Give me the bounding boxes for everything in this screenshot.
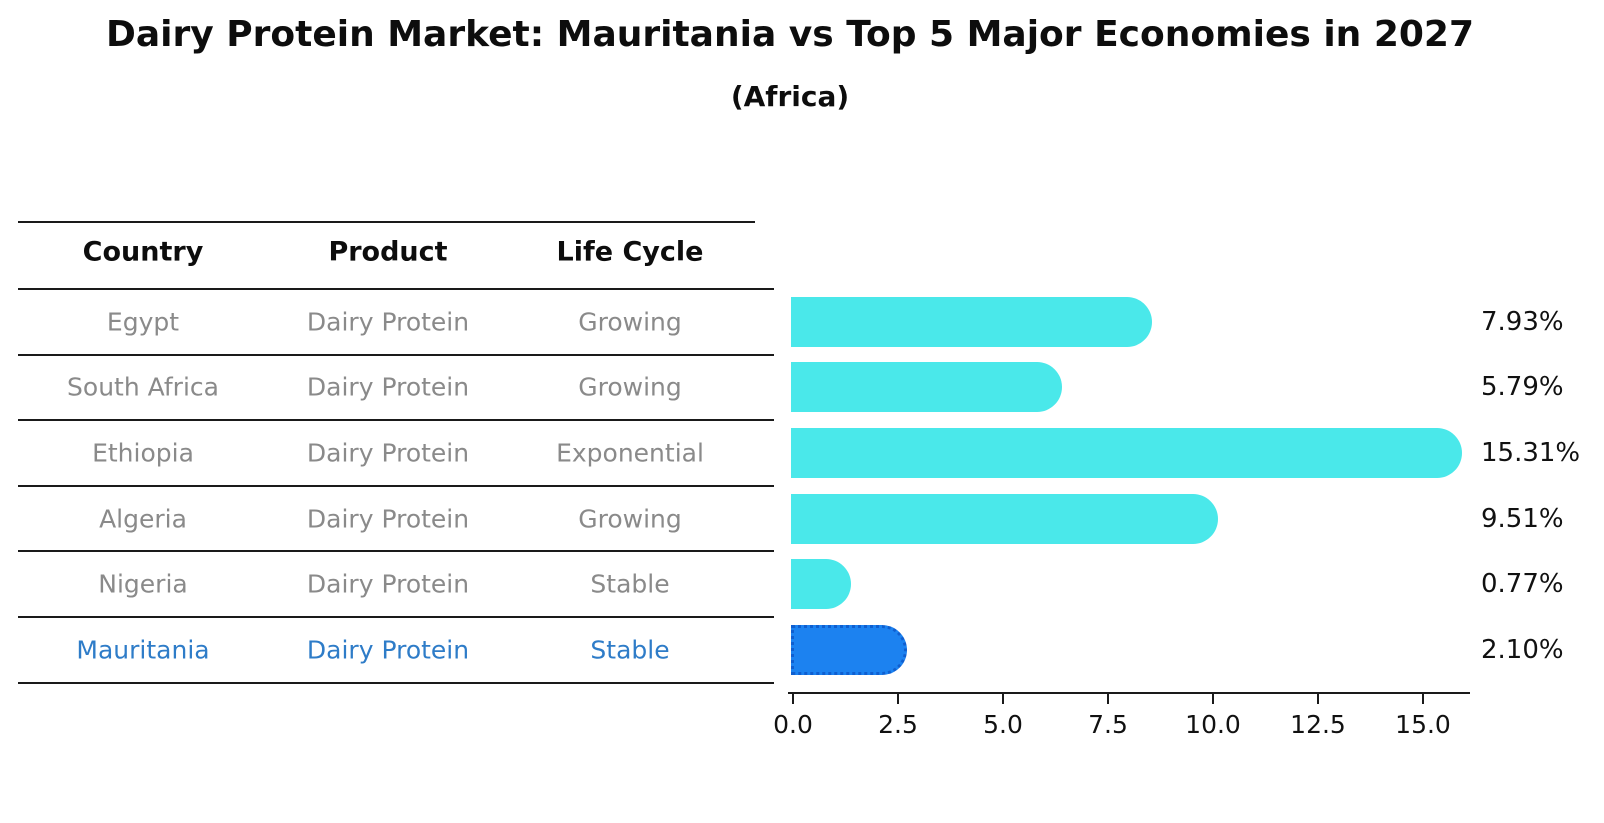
column-header-product: Product xyxy=(328,236,448,268)
table-cell-country: Nigeria xyxy=(98,569,188,599)
bar-value-label: 9.51% xyxy=(1481,503,1564,534)
y-tick-mark xyxy=(747,550,774,553)
y-tick-mark xyxy=(747,419,774,422)
table-cell-life-cycle: Growing xyxy=(578,307,682,337)
bar-value-label: 2.10% xyxy=(1481,634,1564,665)
table-cell-country: Ethiopia xyxy=(92,438,194,468)
table-cell-country: Algeria xyxy=(99,504,187,534)
bar-mauritania xyxy=(791,624,907,675)
x-tick-mark xyxy=(1002,694,1004,704)
table-cell-country: Egypt xyxy=(106,307,180,337)
x-axis-line xyxy=(788,692,1470,694)
table-cell-product: Dairy Protein xyxy=(306,372,470,402)
y-tick-mark xyxy=(747,288,774,290)
bar-value-label: 5.79% xyxy=(1481,372,1564,403)
x-tick-mark xyxy=(1212,694,1214,704)
x-tick-label: 7.5 xyxy=(1088,710,1128,739)
table-cell-life-cycle: Growing xyxy=(578,372,682,402)
table-row-divider xyxy=(18,484,755,487)
bar-value-label: 0.77% xyxy=(1481,569,1564,600)
x-tick-label: 5.0 xyxy=(983,710,1023,739)
table-cell-product: Dairy Protein xyxy=(306,569,470,599)
column-header-life-cycle: Life Cycle xyxy=(556,236,704,268)
x-tick-mark xyxy=(1422,694,1424,704)
bar-value-label: 15.31% xyxy=(1481,438,1581,468)
x-tick-label: 10.0 xyxy=(1185,710,1241,739)
table-top-border xyxy=(18,221,755,223)
chart-subtitle: (Africa) xyxy=(730,80,850,113)
y-tick-mark xyxy=(747,353,774,356)
table-cell-life-cycle: Stable xyxy=(590,635,670,665)
y-tick-mark xyxy=(747,681,774,684)
column-header-country: Country xyxy=(82,236,204,268)
bar-ethiopia xyxy=(791,428,1462,478)
table-cell-life-cycle: Growing xyxy=(578,504,682,534)
x-tick-label: 12.5 xyxy=(1290,710,1346,739)
x-tick-label: 15.0 xyxy=(1395,710,1451,739)
x-tick-mark xyxy=(792,694,794,704)
bar-algeria xyxy=(791,493,1218,544)
table-cell-country: South Africa xyxy=(67,372,219,402)
x-tick-label: 2.5 xyxy=(878,710,918,739)
x-tick-mark xyxy=(1317,694,1319,704)
bar-nigeria xyxy=(791,559,851,610)
x-tick-label: 0.0 xyxy=(773,710,813,739)
table-row-divider xyxy=(18,419,755,422)
table-header-separator xyxy=(18,288,755,290)
bar-value-label: 7.93% xyxy=(1481,306,1564,337)
bar-south-africa xyxy=(791,362,1062,413)
table-cell-life-cycle: Stable xyxy=(590,569,670,599)
table-row-divider xyxy=(18,550,755,553)
x-tick-mark xyxy=(897,694,899,704)
table-row-divider xyxy=(18,616,755,618)
table-cell-country: Mauritania xyxy=(76,635,210,665)
y-tick-mark xyxy=(747,616,774,618)
table-cell-product: Dairy Protein xyxy=(306,307,470,337)
table-cell-product: Dairy Protein xyxy=(306,438,470,468)
x-tick-mark xyxy=(1107,694,1109,704)
y-tick-mark xyxy=(747,484,774,487)
table-bottom-border xyxy=(18,682,755,684)
table-cell-life-cycle: Exponential xyxy=(556,438,704,468)
table-cell-product: Dairy Protein xyxy=(306,504,470,534)
table-cell-product: Dairy Protein xyxy=(306,635,470,665)
table-row-divider xyxy=(18,353,755,356)
bar-egypt xyxy=(791,296,1152,347)
chart-title: Dairy Protein Market: Mauritania vs Top … xyxy=(105,14,1475,55)
